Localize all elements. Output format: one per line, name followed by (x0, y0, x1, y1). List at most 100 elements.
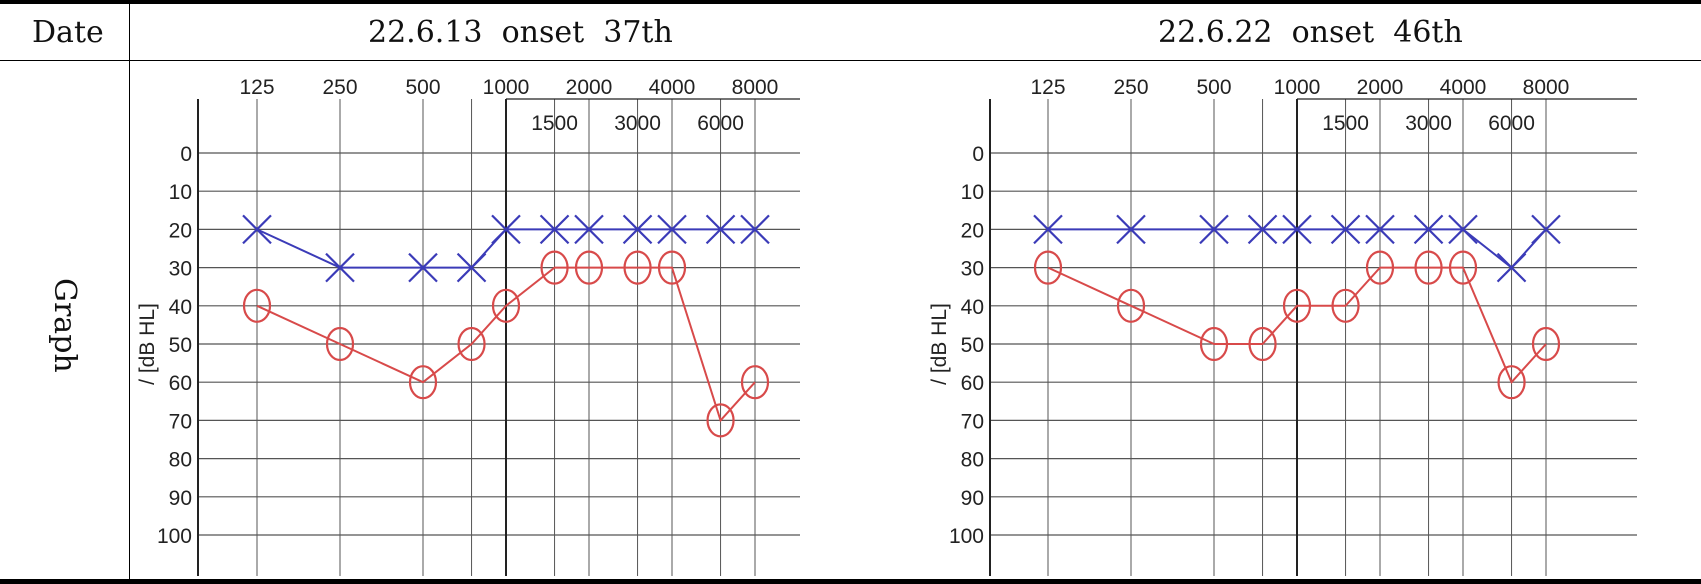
top-freq-label: 8000 (732, 76, 779, 99)
left-ear-marker (325, 252, 355, 283)
date-header-label: Date (32, 15, 104, 50)
left-ear-marker (491, 214, 521, 245)
left-ear-marker (574, 214, 604, 245)
left-ear-marker (242, 214, 272, 245)
right-ear-marker (1116, 288, 1146, 323)
db-tick-label: 70 (169, 410, 192, 433)
right-ear-marker (1033, 250, 1063, 285)
top-freq-label: 250 (1113, 76, 1148, 99)
top-freq-label: 2000 (1357, 76, 1404, 99)
right-ear-marker (1497, 365, 1526, 400)
left-ear-marker (456, 252, 487, 283)
top-freq-label: 2000 (566, 76, 613, 99)
db-tick-label: 60 (961, 372, 984, 395)
right-ear-marker (1448, 250, 1478, 285)
right-ear-marker (1282, 288, 1312, 323)
right-ear-marker (1531, 326, 1561, 362)
db-tick-label: 100 (949, 525, 984, 548)
right-ear-marker (540, 250, 569, 285)
left-ear-marker (657, 214, 687, 245)
db-tick-label: 40 (961, 296, 984, 319)
left-ear-marker (1365, 214, 1395, 245)
top-freq-label: 500 (405, 76, 440, 99)
db-tick-label: 60 (169, 372, 192, 395)
right-ear-marker (740, 365, 770, 400)
mid-freq-label: 1500 (1322, 112, 1369, 135)
db-tick-label: 0 (972, 143, 984, 166)
right-ear-marker (1331, 288, 1360, 323)
right-ear-line (1047, 266, 1547, 385)
mid-freq-label: 6000 (697, 112, 744, 135)
table-column-rule (129, 0, 130, 584)
left-ear-marker (1496, 252, 1527, 283)
right-ear-line (256, 266, 756, 423)
db-tick-label: 20 (961, 219, 984, 242)
top-freq-label: 1000 (1274, 76, 1321, 99)
y-axis-label: / [dB HL] (928, 303, 951, 385)
right-ear-marker (1199, 326, 1229, 362)
db-tick-label: 10 (169, 181, 192, 204)
db-tick-label: 50 (961, 334, 984, 357)
db-tick-label: 80 (961, 449, 984, 472)
db-tick-label: 0 (180, 143, 192, 166)
left-ear-marker (740, 214, 770, 245)
date-right: 22.6.22 onset 46th (1158, 15, 1463, 50)
right-ear-marker (457, 326, 486, 362)
right-ear-marker (623, 250, 652, 285)
top-freq-label: 8000 (1523, 76, 1570, 99)
mid-freq-label: 6000 (1488, 112, 1535, 135)
right-ear-marker (706, 403, 735, 438)
db-tick-label: 40 (169, 296, 192, 319)
left-ear-marker (1330, 214, 1361, 245)
right-ear-marker (1248, 326, 1277, 362)
left-ear-marker (1033, 214, 1063, 245)
top-freq-label: 250 (322, 76, 357, 99)
audiogram-left: 125 250 500 1000 2000 4000 8000 1500 3000 6000 0 10… (136, 76, 800, 576)
db-tick-label: 70 (961, 410, 984, 433)
right-ear-marker (242, 288, 272, 323)
mid-freq-label: 3000 (614, 112, 661, 135)
y-axis-label: / [dB HL] (136, 303, 159, 385)
table-bottom-rule (0, 579, 1701, 584)
right-ear-marker (491, 288, 521, 323)
right-ear-marker (574, 250, 604, 285)
table-top-rule (0, 0, 1701, 4)
graph-row-label: Graph (47, 278, 82, 373)
left-ear-marker (1199, 214, 1229, 245)
table-header-rule (0, 60, 1701, 61)
right-ear-marker (408, 365, 438, 400)
left-ear-marker (1448, 214, 1478, 245)
db-tick-label: 20 (169, 219, 192, 242)
audiogram-right: 125 250 500 1000 2000 4000 8000 1500 3000 6000 0 10… (928, 76, 1637, 576)
left-ear-marker (1531, 214, 1561, 245)
right-ear-marker (1365, 250, 1395, 285)
mid-freq-label: 3000 (1405, 112, 1452, 135)
top-freq-label: 125 (239, 76, 274, 99)
top-freq-label: 4000 (1440, 76, 1487, 99)
left-ear-marker (1282, 214, 1312, 245)
top-freq-label: 1000 (483, 76, 530, 99)
left-ear-marker (408, 252, 438, 283)
left-ear-marker (539, 214, 570, 245)
right-ear-marker (657, 250, 687, 285)
left-ear-marker (1247, 214, 1278, 245)
date-left: 22.6.13 onset 37th (368, 15, 673, 50)
left-ear-marker (1413, 214, 1444, 245)
db-tick-label: 90 (961, 487, 984, 510)
top-freq-label: 500 (1196, 76, 1231, 99)
db-tick-label: 30 (961, 258, 984, 281)
right-ear-marker (1414, 250, 1443, 285)
db-tick-label: 100 (157, 525, 192, 548)
left-ear-marker (622, 214, 653, 245)
db-tick-label: 30 (169, 258, 192, 281)
db-tick-label: 90 (169, 487, 192, 510)
top-freq-label: 125 (1030, 76, 1065, 99)
db-tick-label: 10 (961, 181, 984, 204)
db-tick-label: 50 (169, 334, 192, 357)
left-ear-marker (705, 214, 736, 245)
mid-freq-label: 1500 (531, 112, 578, 135)
right-ear-marker (325, 326, 355, 362)
left-ear-marker (1116, 214, 1146, 245)
db-tick-label: 80 (169, 449, 192, 472)
